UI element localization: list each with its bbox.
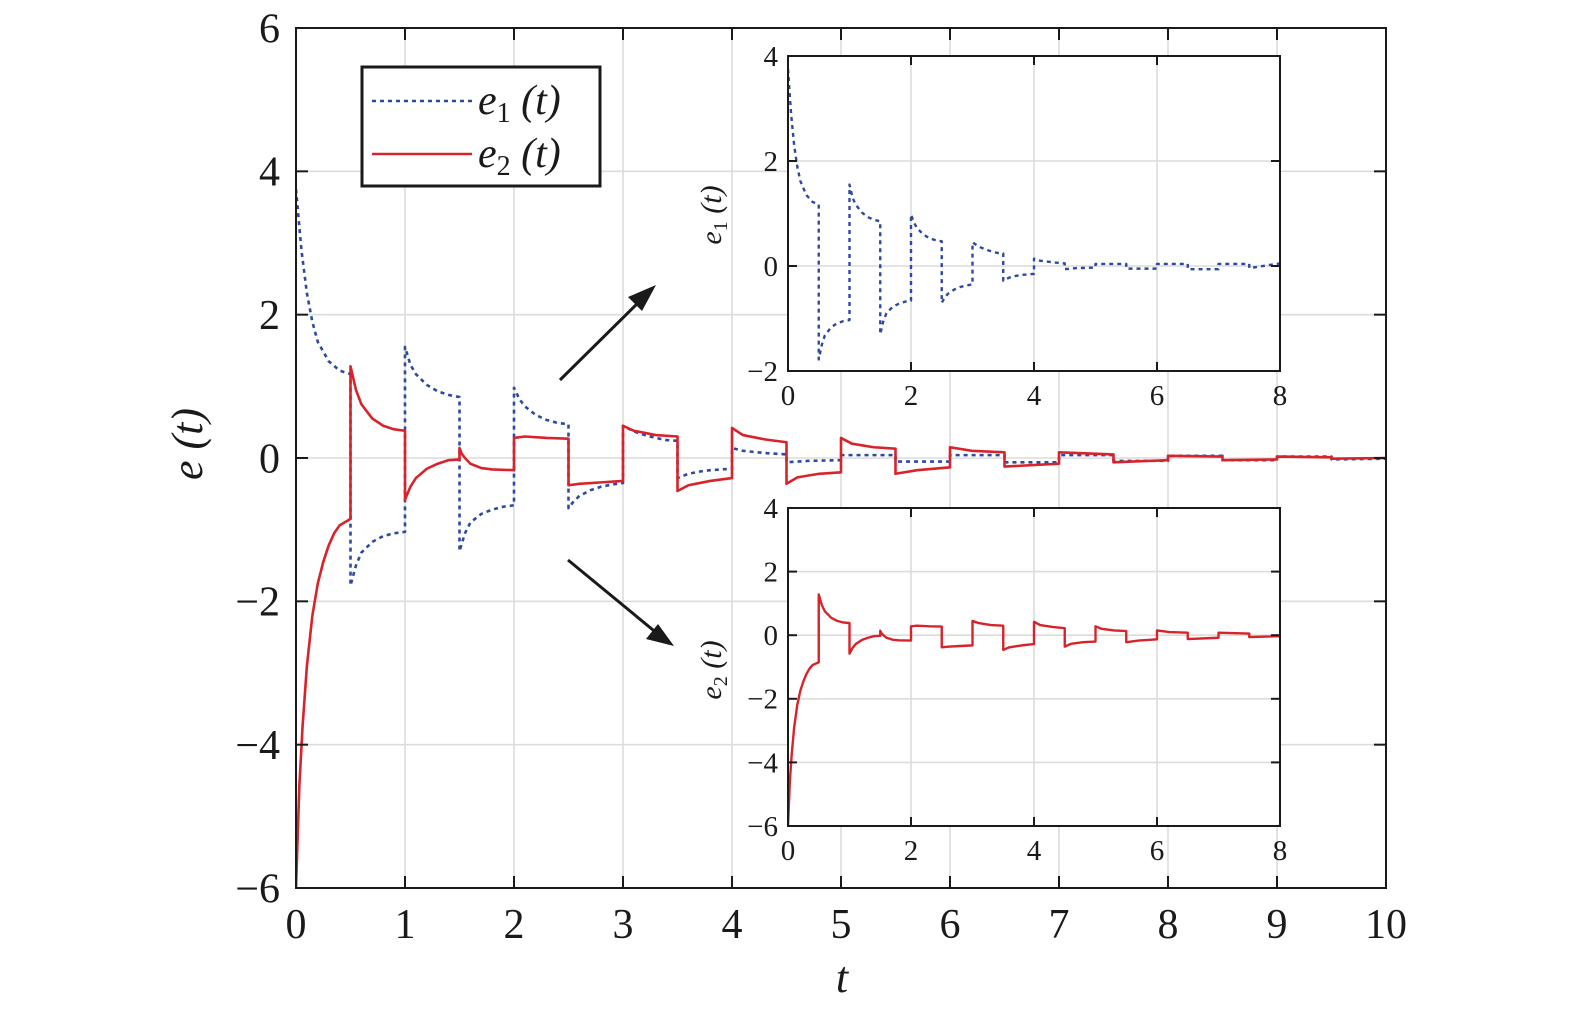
main-xtick-label-0: 0 <box>286 902 307 948</box>
legend: e1 (t)e2 (t) <box>360 65 602 188</box>
legend-box <box>360 65 602 188</box>
main-xtick-label-8: 8 <box>1158 902 1179 948</box>
inset2-ytick-label-3: 0 <box>764 620 779 652</box>
main-ytick-label-2: −2 <box>235 580 280 626</box>
main-xtick-label-3: 3 <box>613 902 634 948</box>
main-ytick-label-3: 0 <box>259 436 280 482</box>
legend-label-e1: e1 (t) <box>478 78 561 129</box>
inset2-y-axis-label: e2 (t) <box>695 640 732 699</box>
main-ytick-label-6: 6 <box>259 6 280 52</box>
inset2-xtick-label-0: 0 <box>781 835 796 867</box>
main-xtick-label-4: 4 <box>722 902 743 948</box>
inset2-ytick-label-2: −2 <box>747 684 778 716</box>
inset1-ytick-label-1: 0 <box>764 251 779 283</box>
inset1-xtick-label-2: 4 <box>1027 380 1042 412</box>
inset2-ytick-label-5: 4 <box>764 493 779 525</box>
y-axis-label: e (t) <box>163 408 212 480</box>
arrowhead-2 <box>646 624 674 646</box>
main-ytick-label-5: 4 <box>259 150 280 196</box>
main-ytick-label-0: −6 <box>235 866 280 912</box>
legend-label-e2: e2 (t) <box>478 131 561 182</box>
inset1-y-axis-label: e1 (t) <box>695 185 732 244</box>
main-ytick-label-4: 2 <box>259 293 280 339</box>
inset1-xtick-label-1: 2 <box>904 380 919 412</box>
inset1-xtick-label-4: 8 <box>1273 380 1288 412</box>
inset2-xtick-label-4: 8 <box>1273 835 1288 867</box>
inset1-ytick-label-0: −2 <box>747 356 778 388</box>
main-xtick-label-10: 10 <box>1365 902 1407 948</box>
inset1-ytick-label-3: 4 <box>764 41 779 73</box>
main-series-e1 <box>296 189 1386 587</box>
main-xtick-label-6: 6 <box>940 902 961 948</box>
inset1-xtick-label-0: 0 <box>781 380 796 412</box>
x-axis-label: t <box>836 953 850 1002</box>
arrowhead-1 <box>628 285 656 311</box>
main-xtick-label-5: 5 <box>831 902 852 948</box>
inset1-series-e1 <box>788 69 1280 361</box>
inset2-ytick-label-1: −4 <box>747 747 778 779</box>
inset1-ytick-label-2: 2 <box>764 146 779 178</box>
main-series-e2 <box>296 364 1386 888</box>
main-xtick-label-2: 2 <box>504 902 525 948</box>
inset2-xtick-label-2: 4 <box>1027 835 1042 867</box>
inset2-ytick-label-0: −6 <box>747 811 778 843</box>
arrow-to-inset2 <box>567 558 666 641</box>
inset2-ytick-label-4: 2 <box>764 556 779 588</box>
inset2-xtick-label-1: 2 <box>904 835 919 867</box>
main-ytick-label-1: −4 <box>235 723 280 769</box>
main-xtick-label-1: 1 <box>395 902 416 948</box>
main-xtick-label-9: 9 <box>1267 902 1288 948</box>
arrow-to-inset1 <box>558 291 650 382</box>
inset1-xtick-label-3: 6 <box>1150 380 1165 412</box>
inset2-panel: 0 2 4 6 8 −6 −4 −2 0 2 4 <box>747 493 1287 867</box>
main-xtick-label-7: 7 <box>1049 902 1070 948</box>
inset2-series-e2 <box>788 593 1280 826</box>
inset2-xtick-label-3: 6 <box>1150 835 1165 867</box>
